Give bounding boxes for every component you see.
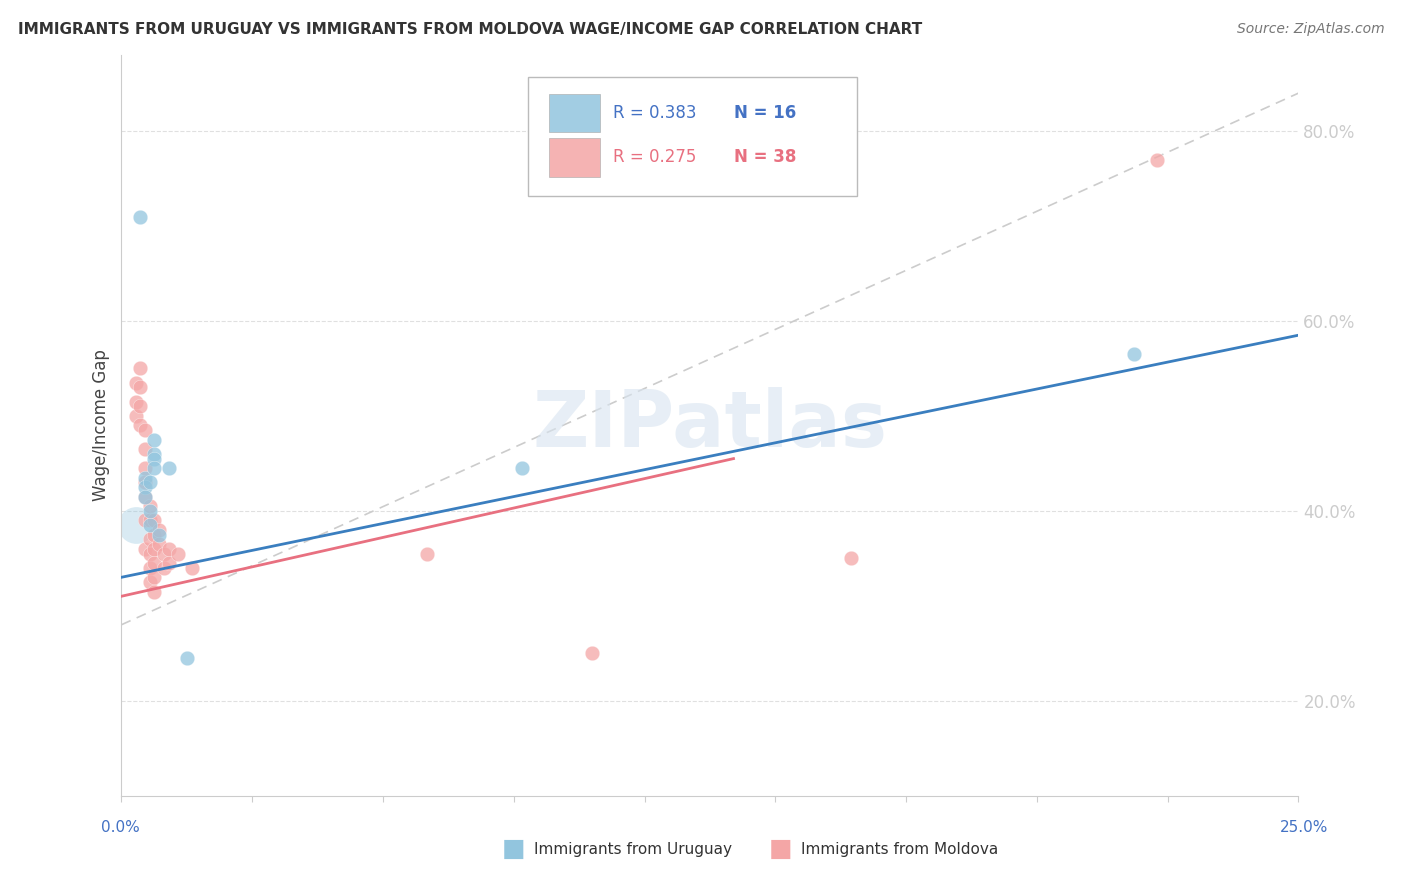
Point <box>143 451 166 466</box>
Point <box>134 442 156 456</box>
Point <box>138 499 160 513</box>
Text: N = 16: N = 16 <box>734 103 796 122</box>
Point <box>138 513 160 527</box>
Point <box>134 513 156 527</box>
Y-axis label: Wage/Income Gap: Wage/Income Gap <box>93 350 110 501</box>
Text: Immigrants from Uruguay: Immigrants from Uruguay <box>534 842 733 856</box>
Point <box>134 541 156 556</box>
Point <box>124 394 146 409</box>
Text: N = 38: N = 38 <box>734 148 796 166</box>
Point <box>124 518 146 533</box>
Point <box>143 556 166 570</box>
FancyBboxPatch shape <box>548 138 600 177</box>
Point <box>416 547 439 561</box>
Point <box>138 533 160 547</box>
Point <box>143 584 166 599</box>
Point <box>148 527 170 541</box>
Point <box>143 570 166 584</box>
Text: R = 0.383: R = 0.383 <box>613 103 697 122</box>
Point <box>129 418 152 433</box>
Point <box>181 561 204 575</box>
Point <box>143 513 166 527</box>
Point <box>138 547 160 561</box>
Text: ■: ■ <box>502 838 524 861</box>
Point <box>157 541 180 556</box>
Point <box>1146 153 1168 167</box>
Text: R = 0.275: R = 0.275 <box>613 148 697 166</box>
Point <box>167 547 190 561</box>
Text: Source: ZipAtlas.com: Source: ZipAtlas.com <box>1237 22 1385 37</box>
Point <box>124 376 146 390</box>
Point <box>143 527 166 541</box>
Point <box>134 423 156 437</box>
Point <box>129 210 152 224</box>
Text: 0.0%: 0.0% <box>101 821 141 835</box>
Point <box>129 380 152 394</box>
Point <box>134 461 156 475</box>
Point <box>134 475 156 490</box>
Point <box>581 646 603 660</box>
Point <box>134 470 156 484</box>
Text: ZIPatlas: ZIPatlas <box>533 387 887 463</box>
Point <box>143 433 166 447</box>
Text: ■: ■ <box>769 838 792 861</box>
Point <box>134 480 156 494</box>
FancyBboxPatch shape <box>548 94 600 132</box>
Point <box>157 461 180 475</box>
Point <box>138 518 160 533</box>
Point <box>138 561 160 575</box>
Point <box>138 574 160 589</box>
Point <box>1122 347 1144 361</box>
Text: IMMIGRANTS FROM URUGUAY VS IMMIGRANTS FROM MOLDOVA WAGE/INCOME GAP CORRELATION C: IMMIGRANTS FROM URUGUAY VS IMMIGRANTS FR… <box>18 22 922 37</box>
Point <box>129 361 152 376</box>
Point <box>153 547 176 561</box>
Text: Immigrants from Moldova: Immigrants from Moldova <box>801 842 998 856</box>
Point <box>134 490 156 504</box>
Point <box>510 461 533 475</box>
Point <box>124 409 146 423</box>
Point <box>134 490 156 504</box>
Point <box>839 551 862 566</box>
Point <box>157 556 180 570</box>
Point <box>148 523 170 537</box>
Point <box>143 447 166 461</box>
FancyBboxPatch shape <box>527 78 858 196</box>
Point <box>148 537 170 551</box>
Point <box>129 400 152 414</box>
Point <box>153 561 176 575</box>
Point <box>138 504 160 518</box>
Point <box>138 475 160 490</box>
Point <box>176 651 198 665</box>
Point <box>143 461 166 475</box>
Text: 25.0%: 25.0% <box>1281 821 1329 835</box>
Point <box>143 541 166 556</box>
